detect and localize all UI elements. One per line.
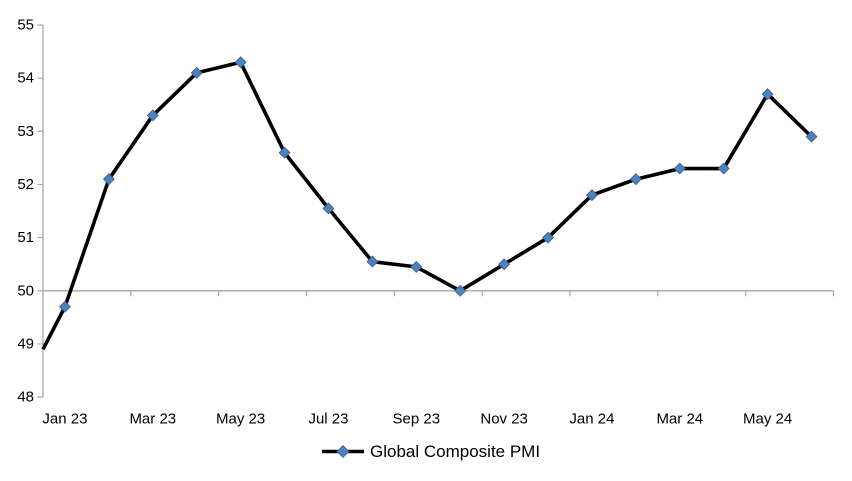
y-axis-tick-label: 51 [17,229,34,246]
y-axis-tick-label: 53 [17,123,34,140]
pmi-data-point-marker [585,189,598,202]
x-axis-tick-label: May 23 [216,411,265,428]
x-axis-tick-label: Jan 24 [569,411,614,428]
pmi-data-point-marker [673,162,686,175]
pmi-data-point-marker [410,260,423,273]
legend-label: Global Composite PMI [370,442,540,461]
x-axis-tick-label: Mar 24 [656,411,703,428]
y-axis-tick-label: 49 [17,335,34,352]
pmi-data-point-marker [542,231,555,244]
pmi-data-point-marker [146,109,159,122]
pmi-data-point-marker [102,173,115,186]
x-axis-tick-label: Jan 23 [42,411,87,428]
y-axis-tick-label: 54 [17,70,34,87]
y-axis-tick-label: 55 [17,17,34,34]
pmi-data-point-marker [761,88,774,101]
x-axis-tick-label: Mar 23 [129,411,176,428]
legend: Global Composite PMI [322,442,540,461]
pmi-data-point-marker [190,66,203,79]
x-axis-tick-label: Jul 23 [308,411,348,428]
pmi-data-point-marker [498,258,511,271]
pmi-data-point-marker [234,56,247,69]
pmi-data-point-marker [366,255,379,268]
y-axis-tick-label: 50 [17,282,34,299]
x-axis-tick-label: Sep 23 [393,411,441,428]
pmi-data-point-marker [805,130,818,143]
legend-marker-icon [336,444,350,459]
y-axis-tick-label: 52 [17,176,34,193]
pmi-data-point-marker [629,173,642,186]
pmi-data-point-marker [278,146,291,159]
pmi-data-point-marker [717,162,730,175]
pmi-data-point-marker [322,202,335,215]
pmi-data-point-marker [454,284,467,297]
x-axis-tick-label: May 24 [743,411,792,428]
x-axis-tick-label: Nov 23 [480,411,528,428]
pmi-data-point-marker [58,300,71,313]
pmi-series-line [41,60,813,351]
y-axis-tick-label: 48 [17,389,34,406]
